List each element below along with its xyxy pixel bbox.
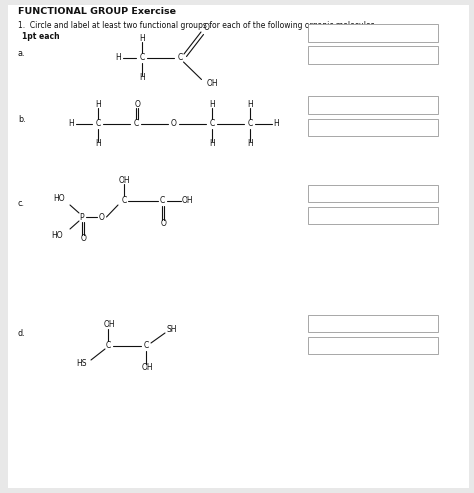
Text: C: C: [139, 54, 145, 63]
Text: O: O: [160, 219, 166, 228]
Text: H: H: [95, 100, 101, 109]
Text: C: C: [105, 342, 110, 351]
Text: C: C: [95, 119, 100, 129]
Bar: [308, 315, 438, 332]
Bar: [308, 207, 438, 224]
Text: SH: SH: [166, 324, 177, 333]
Text: OH: OH: [103, 320, 115, 329]
Text: C: C: [247, 119, 253, 129]
Text: C: C: [177, 54, 182, 63]
Text: a.: a.: [18, 49, 26, 59]
Text: OH: OH: [118, 176, 130, 185]
Bar: [308, 184, 438, 202]
Bar: [308, 118, 438, 136]
Text: d.: d.: [18, 329, 26, 339]
Text: 1.  Circle and label at least two functional groups for each of the following or: 1. Circle and label at least two functio…: [18, 22, 377, 31]
Text: H: H: [247, 139, 253, 148]
Text: c.: c.: [18, 200, 25, 209]
Text: FUNCTIONAL GROUP Exercise: FUNCTIONAL GROUP Exercise: [18, 7, 176, 16]
Text: O: O: [204, 23, 210, 32]
Text: H: H: [95, 139, 101, 148]
Bar: [308, 46, 438, 64]
Bar: [308, 337, 438, 354]
Text: HO: HO: [53, 195, 65, 204]
Text: HO: HO: [52, 231, 64, 240]
Text: C: C: [210, 119, 215, 129]
Bar: [308, 97, 438, 114]
Text: OH: OH: [141, 363, 153, 372]
Text: O: O: [134, 100, 140, 109]
Text: H: H: [209, 139, 215, 148]
Text: C: C: [143, 342, 149, 351]
Text: H: H: [139, 35, 145, 43]
Bar: [308, 25, 438, 42]
Text: O: O: [99, 212, 105, 221]
Text: H: H: [247, 100, 253, 109]
Text: OH: OH: [182, 197, 193, 206]
Text: H: H: [116, 54, 121, 63]
Text: C: C: [121, 197, 127, 206]
Text: C: C: [133, 119, 138, 129]
Text: H: H: [209, 100, 215, 109]
Text: 1pt each: 1pt each: [22, 32, 60, 41]
Text: O: O: [80, 234, 86, 243]
Text: b.: b.: [18, 115, 26, 125]
Text: O: O: [171, 119, 177, 129]
Text: H: H: [139, 73, 145, 82]
Text: H: H: [273, 119, 279, 129]
Text: P: P: [80, 212, 84, 221]
Text: H: H: [69, 119, 74, 129]
Text: C: C: [159, 197, 164, 206]
Text: HS: HS: [76, 358, 87, 367]
Text: OH: OH: [207, 79, 219, 89]
